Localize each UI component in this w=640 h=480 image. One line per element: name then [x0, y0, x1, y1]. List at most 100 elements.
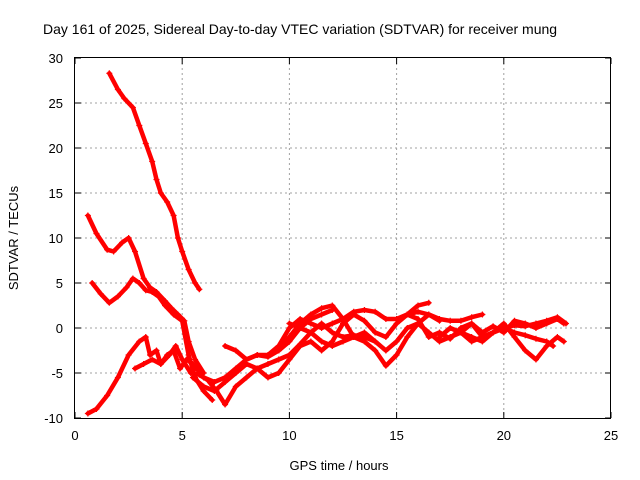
- data-point: [340, 316, 346, 322]
- data-point: [222, 401, 229, 408]
- data-point: [114, 374, 121, 381]
- x-tick-label: 20: [497, 428, 511, 443]
- data-point: [147, 352, 154, 358]
- data-point: [329, 343, 336, 349]
- x-tick-label: 0: [71, 428, 78, 443]
- data-point: [404, 311, 411, 318]
- data-point: [114, 293, 121, 300]
- data-point: [125, 235, 132, 241]
- data-point: [425, 311, 432, 318]
- data-point: [415, 308, 422, 315]
- data-point: [121, 95, 128, 102]
- data-point: [157, 361, 164, 367]
- data-point: [490, 323, 497, 330]
- y-tick-label: -5: [51, 366, 63, 381]
- data-point: [307, 329, 314, 336]
- series-track-5: [132, 320, 379, 408]
- data-point: [125, 352, 132, 358]
- data-point: [372, 308, 379, 315]
- data-point: [243, 374, 250, 381]
- data-point: [286, 320, 293, 327]
- data-point: [307, 338, 314, 345]
- data-point: [318, 311, 325, 318]
- data-point: [415, 316, 422, 322]
- data-point: [179, 356, 186, 363]
- data-point: [372, 338, 379, 345]
- data-point: [166, 352, 173, 358]
- data-point: [84, 212, 91, 219]
- data-point: [468, 338, 475, 345]
- data-point: [114, 86, 121, 93]
- data-point: [232, 347, 239, 354]
- data-point: [93, 230, 100, 237]
- data-point: [340, 338, 346, 345]
- y-axis-label: SDTVAR / TECUs: [6, 185, 21, 290]
- data-point: [164, 199, 171, 205]
- data-point: [142, 334, 149, 340]
- data-point: [286, 356, 293, 363]
- data-point: [189, 361, 196, 367]
- data-point: [149, 356, 156, 363]
- data-point: [404, 334, 411, 340]
- data-point: [209, 397, 216, 403]
- data-point: [307, 320, 314, 327]
- series-line: [132, 321, 378, 407]
- data-point: [170, 212, 177, 219]
- data-point: [157, 190, 164, 196]
- data-point: [243, 356, 250, 363]
- data-point: [254, 352, 261, 358]
- data-point: [318, 325, 325, 331]
- data-point: [275, 347, 282, 354]
- data-point: [97, 290, 104, 297]
- data-point: [329, 320, 336, 327]
- data-point: [106, 299, 113, 306]
- data-point: [149, 158, 156, 165]
- data-point: [136, 122, 143, 129]
- data-point: [436, 334, 443, 340]
- data-point: [179, 248, 186, 255]
- data-point: [204, 377, 211, 384]
- data-point: [532, 335, 539, 342]
- data-point: [196, 286, 203, 293]
- data-point: [350, 334, 357, 340]
- data-point: [136, 280, 143, 286]
- data-point: [162, 302, 169, 309]
- data-point: [222, 343, 229, 349]
- data-point: [106, 70, 113, 77]
- data-point: [200, 383, 207, 390]
- data-point: [185, 352, 192, 358]
- data-point: [543, 338, 550, 345]
- data-point: [232, 383, 239, 390]
- data-point: [179, 317, 186, 324]
- data-point: [350, 308, 357, 315]
- chart-title: Day 161 of 2025, Sidereal Day-to-day VTE…: [43, 21, 557, 37]
- data-point: [425, 299, 432, 306]
- series-track-3: [89, 275, 216, 403]
- data-point: [511, 329, 518, 336]
- data-point: [185, 266, 192, 273]
- data-point: [522, 323, 529, 330]
- y-tick-label: 25: [49, 96, 63, 111]
- data-point: [275, 356, 282, 363]
- data-point: [192, 280, 199, 286]
- data-point: [129, 275, 136, 282]
- y-tick-label: -10: [44, 411, 63, 426]
- data-point: [129, 104, 136, 111]
- data-point: [393, 352, 400, 358]
- data-point: [361, 329, 368, 336]
- data-point: [140, 361, 147, 367]
- data-point: [123, 284, 130, 291]
- data-point: [382, 334, 389, 340]
- x-tick-label: 5: [179, 428, 186, 443]
- data-point: [132, 248, 139, 255]
- x-tick-label: 25: [604, 428, 618, 443]
- data-point: [554, 334, 561, 340]
- data-point: [110, 248, 117, 255]
- data-point: [196, 371, 203, 378]
- grid: [75, 58, 611, 418]
- data-point: [318, 347, 325, 354]
- data-point: [457, 317, 464, 324]
- data-point: [522, 347, 529, 354]
- data-point: [297, 325, 304, 331]
- data-point: [543, 317, 550, 324]
